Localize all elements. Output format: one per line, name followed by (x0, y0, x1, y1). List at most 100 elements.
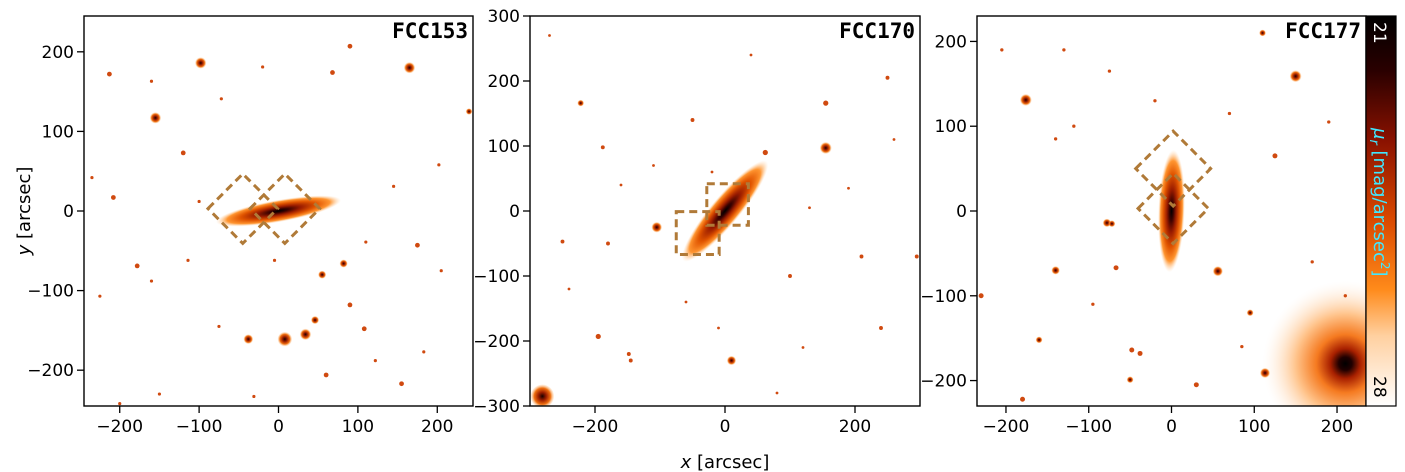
point-source (217, 324, 221, 328)
dashed-box (674, 210, 721, 257)
point-source (1035, 336, 1043, 344)
x-ticks: −200 −100 0 100 200 (96, 406, 454, 437)
point-source (577, 99, 584, 107)
point-source (437, 163, 441, 167)
point-source (219, 97, 223, 101)
point-source (879, 326, 883, 330)
point-source (1327, 120, 1331, 124)
x-tick-label: 0 (1166, 417, 1177, 437)
point-source (1227, 111, 1232, 116)
point-source (1113, 265, 1119, 271)
y-tick-label: −100 (473, 267, 520, 287)
dashed-boxes (205, 171, 322, 246)
y-ticks: −300 −200 −100 0 100 200 300 (473, 7, 530, 417)
point-source (1260, 367, 1270, 378)
point-source (1246, 309, 1254, 317)
point-source (1051, 266, 1060, 275)
point-source (1193, 382, 1199, 388)
point-source (978, 293, 984, 299)
panel-title: FCC153 (392, 19, 468, 43)
point-source (415, 242, 420, 248)
point-source (157, 392, 162, 396)
point-source (914, 254, 919, 259)
point-source (422, 350, 426, 354)
point-source (261, 65, 265, 69)
point-source (1212, 266, 1223, 277)
y-tick-label: 200 (42, 43, 74, 63)
point-source (567, 287, 571, 291)
x-tick-label: 100 (342, 417, 374, 437)
point-source (299, 328, 312, 340)
panel-title: FCC177 (1285, 19, 1361, 43)
panel-fcc153: −200 −100 0 100 200 −200 −100 0 100 200 FCC153 (27, 15, 474, 437)
point-source (606, 241, 610, 246)
colorbar-max-label: 28 (1369, 376, 1389, 398)
dashed-box (1133, 129, 1213, 209)
dashed-box (705, 182, 750, 227)
point-source (595, 333, 601, 340)
colorbar-label: μr [mag/arcsec2] (1366, 127, 1392, 277)
point-source (347, 302, 353, 308)
point-source (1289, 70, 1302, 82)
point-source (1153, 99, 1157, 103)
point-source (628, 358, 633, 363)
point-source (801, 346, 805, 349)
x-axis-label: x [arcsec] (680, 452, 770, 472)
x-tick-label: −100 (1065, 417, 1112, 437)
point-source (392, 184, 396, 188)
point-source (684, 300, 688, 304)
point-source (1137, 350, 1143, 356)
point-source (717, 326, 720, 330)
x-tick-label: 0 (720, 417, 731, 437)
point-source (530, 384, 555, 406)
y-tick-label: 300 (488, 7, 520, 27)
point-source (318, 270, 327, 279)
point-source (726, 355, 737, 366)
point-source (619, 183, 623, 187)
panel-fcc170: −200 0 200 −300 −200 −100 0 100 200 300 FCC170 (473, 7, 921, 437)
point-source (548, 34, 551, 37)
dashed-box (247, 171, 322, 246)
colorbar-gradient (1365, 15, 1397, 407)
point-source (90, 175, 94, 180)
point-source (195, 57, 207, 69)
point-source (186, 258, 190, 262)
x-tick-label: 100 (1238, 417, 1270, 437)
bright-star-halo (1262, 280, 1366, 406)
point-source (1062, 48, 1066, 52)
x-tick-label: 200 (421, 417, 453, 437)
x-tick-label: 0 (273, 417, 284, 437)
y-tick-label: −200 (920, 372, 967, 392)
x-tick-label: −100 (176, 417, 223, 437)
point-source (399, 381, 404, 387)
y-tick-label: 200 (488, 72, 520, 92)
point-source (749, 53, 753, 57)
point-source (134, 263, 140, 269)
point-source (819, 142, 832, 154)
x-ticks: −200 0 200 (572, 406, 871, 437)
panel-title: FCC170 (839, 19, 915, 43)
point-source (364, 240, 368, 244)
point-source (808, 206, 811, 210)
point-source (465, 108, 473, 115)
y-tick-label: −200 (473, 332, 520, 352)
point-source (1107, 69, 1112, 73)
point-source (347, 43, 353, 49)
point-source (1000, 48, 1004, 52)
point-source (1259, 29, 1266, 37)
y-tick-label: 0 (63, 202, 74, 222)
point-source (98, 294, 102, 298)
point-source (1129, 347, 1135, 353)
x-tick-label: −200 (983, 417, 1030, 437)
point-source (243, 334, 254, 344)
point-source (600, 145, 605, 150)
point-source (788, 274, 792, 278)
y-tick-label: 200 (935, 32, 967, 52)
y-tick-label: −200 (27, 361, 74, 381)
point-source (107, 71, 112, 77)
colorbar-min-label: 21 (1369, 22, 1389, 44)
point-source (690, 118, 695, 122)
point-source (1272, 153, 1278, 159)
point-source (1310, 260, 1314, 264)
y-tick-label: −100 (920, 287, 967, 307)
